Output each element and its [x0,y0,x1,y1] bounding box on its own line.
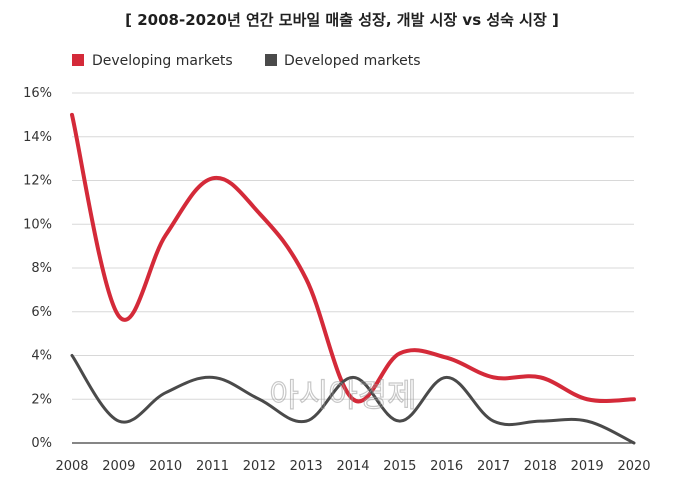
x-tick-label-2012: 2012 [243,459,276,474]
series-line-developed-markets [70,354,636,445]
x-tick-label-2018: 2018 [524,459,557,474]
chart-title: [ 2008-2020년 연간 모바일 매출 성장, 개발 시장 vs 성숙 시… [125,11,559,29]
x-tick-label-2014: 2014 [336,459,369,474]
legend-label-developed: Developed markets [284,53,421,69]
y-tick-label-12pct: 12% [23,174,52,189]
x-tick-label-2008: 2008 [55,459,88,474]
legend-swatch-developed [265,54,277,66]
x-tick-label-2020: 2020 [617,459,650,474]
axis-layer: 0% 2% 4% 6% 8% 10% 12% 14% 16% 2008 2009 2010 2011 20… [23,86,650,474]
grid-layer [72,92,634,400]
x-tick-label-2015: 2015 [383,459,416,474]
x-tick-label-2019: 2019 [571,459,604,474]
y-tick-label-10pct: 10% [23,217,52,232]
legend: Developing markets Developed markets [72,53,421,69]
legend-swatch-developing [72,54,84,66]
y-tick-label-14pct: 14% [23,130,52,145]
watermark-text: 아시아경제 [269,376,416,414]
x-tick-label-2010: 2010 [149,459,182,474]
x-tick-label-2011: 2011 [196,459,229,474]
series-line-developing-markets [70,112,636,404]
series-layer [70,112,636,445]
y-tick-label-0pct: 0% [31,436,52,451]
x-tick-label-2017: 2017 [477,459,510,474]
watermark: 아시아경제 [269,375,417,414]
y-tick-label-6pct: 6% [31,305,52,320]
y-tick-label-8pct: 8% [31,261,52,276]
y-tick-label-2pct: 2% [31,392,52,407]
x-tick-label-2013: 2013 [290,459,323,474]
x-tick-label-2009: 2009 [102,459,135,474]
legend-label-developing: Developing markets [92,53,233,69]
y-tick-label-16pct: 16% [23,86,52,101]
y-tick-label-4pct: 4% [31,349,52,364]
x-tick-label-2016: 2016 [430,459,463,474]
